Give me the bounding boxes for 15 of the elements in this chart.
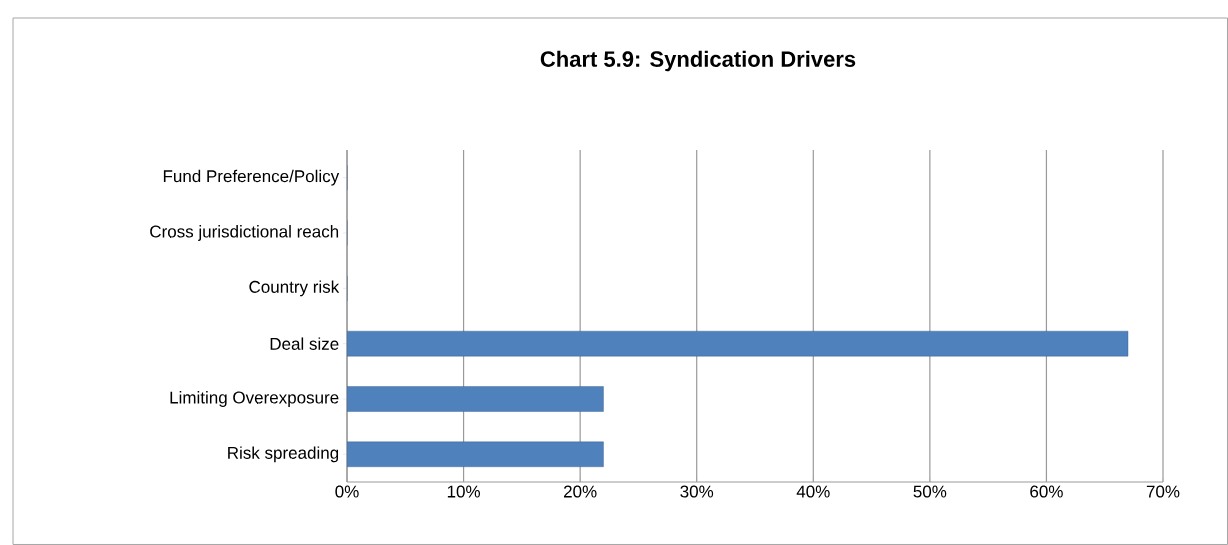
y-tick-label: Cross jurisdictional reach — [150, 225, 339, 241]
y-tick-label: Country risk — [249, 280, 340, 297]
x-tick-label: 20% — [564, 485, 597, 498]
y-tick-label: Risk spreading — [228, 446, 339, 463]
x-tick-label: 50% — [913, 485, 947, 498]
y-tick-label: Limiting Overexposure — [170, 391, 339, 407]
chart-title: Chart 5.9: Syndication Drivers — [540, 50, 856, 72]
x-tick-label: 10% — [447, 485, 480, 498]
y-tick-label: Fund Preference/Policy — [163, 169, 340, 186]
x-tick-label: 0% — [335, 485, 359, 498]
x-tick-label: 40% — [796, 485, 830, 498]
x-tick-label: 60% — [1030, 485, 1063, 498]
x-tick-label: 70% — [1146, 485, 1180, 498]
x-tick-label: 30% — [680, 485, 714, 498]
y-tick-label: Deal size — [270, 337, 339, 350]
